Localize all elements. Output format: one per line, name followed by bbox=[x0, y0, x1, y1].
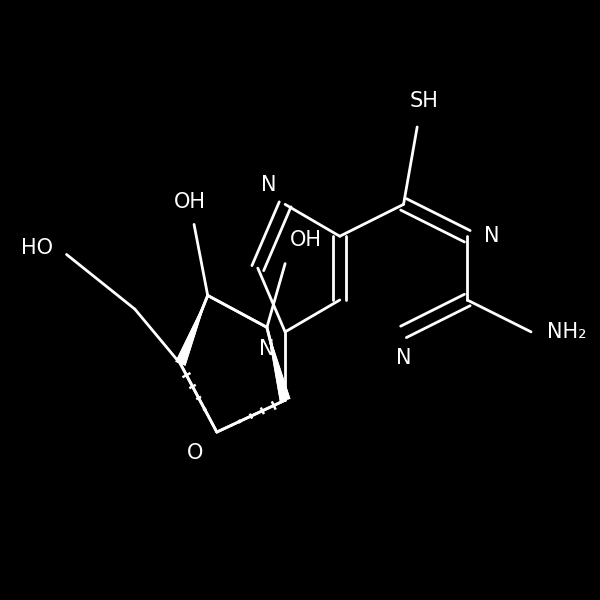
Polygon shape bbox=[175, 295, 208, 366]
Text: N: N bbox=[260, 175, 276, 195]
Text: N: N bbox=[484, 226, 499, 246]
Text: N: N bbox=[259, 339, 274, 359]
Polygon shape bbox=[267, 328, 290, 401]
Text: O: O bbox=[187, 443, 203, 463]
Text: HO: HO bbox=[21, 238, 53, 258]
Text: OH: OH bbox=[173, 191, 205, 212]
Text: NH₂: NH₂ bbox=[547, 322, 587, 342]
Text: SH: SH bbox=[409, 91, 438, 112]
Text: N: N bbox=[396, 348, 411, 368]
Polygon shape bbox=[267, 328, 290, 401]
Polygon shape bbox=[175, 295, 208, 366]
Text: OH: OH bbox=[290, 230, 322, 250]
